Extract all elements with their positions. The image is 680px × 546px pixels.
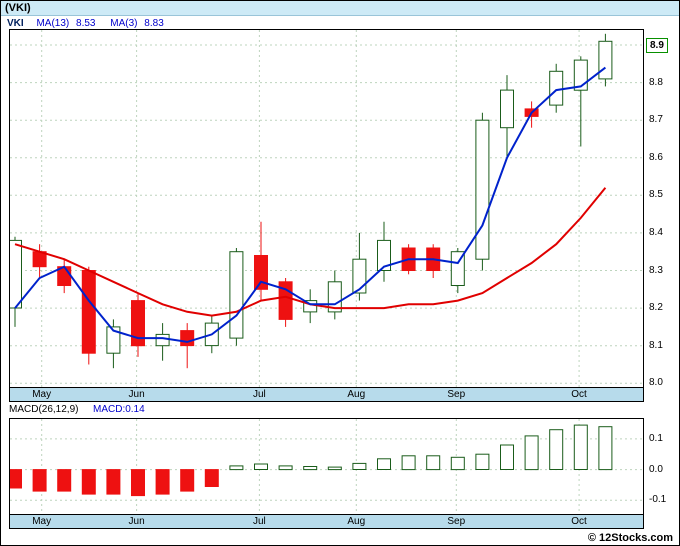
macd-legend: MACD(26,12,9) MACD:0.14: [1, 403, 679, 417]
month-label: Jul: [252, 389, 266, 400]
macd-bar-positive: [229, 465, 244, 471]
macd-bar-positive: [524, 435, 539, 471]
price-tick-label: 8.0: [649, 377, 663, 389]
ma13-label: MA(13): [36, 18, 70, 29]
candle-body-up: [598, 40, 613, 80]
candle-body-down: [131, 300, 145, 347]
price-tick-label: 8.2: [649, 302, 663, 314]
candle-body-up: [475, 119, 490, 260]
ma3-value: 8.83: [144, 18, 164, 29]
candle-body-down: [180, 330, 195, 347]
macd-chart-panel: [9, 418, 644, 515]
candle-body-up: [352, 258, 367, 294]
macd-bar-negative: [81, 469, 96, 495]
macd-bar-positive: [426, 455, 441, 471]
price-tick-label: 8.3: [649, 264, 663, 276]
chart-title: (VKI): [1, 1, 679, 16]
macd-bar-negative: [131, 469, 145, 497]
candle-body-up: [155, 333, 170, 347]
macd-bar-negative: [32, 469, 47, 492]
last-price-tag: 8.9: [646, 38, 668, 54]
month-label: Oct: [571, 516, 587, 527]
price-tick-label: 8.5: [649, 189, 663, 201]
candle-body-down: [81, 270, 96, 354]
candle-body-down: [254, 255, 268, 290]
macd-bar-negative: [57, 469, 72, 492]
macd-params-label: MACD(26,12,9): [9, 404, 79, 415]
macd-bar-positive: [377, 458, 391, 470]
candle-body-up: [549, 70, 564, 106]
ma-line-ma3: [14, 66, 607, 343]
month-label: Jul: [252, 516, 266, 527]
macd-bar-positive: [598, 426, 613, 471]
ma13-value: 8.53: [76, 18, 96, 29]
candle-body-up: [106, 326, 121, 354]
macd-bar-positive: [278, 465, 293, 471]
price-x-axis-months: May Jun Jul Aug Sep Oct: [9, 388, 644, 402]
macd-x-axis-months: May Jun Jul Aug Sep Oct: [9, 515, 644, 529]
macd-bar-positive: [549, 429, 564, 470]
symbol-label: VKI: [7, 18, 24, 29]
candle-body-up: [450, 251, 465, 286]
price-tick-label: 8.4: [649, 226, 663, 238]
ma3-label: MA(3): [110, 18, 138, 29]
candle-body-up: [500, 89, 514, 129]
macd-bar-negative: [106, 469, 121, 495]
month-label: Jun: [128, 389, 145, 400]
macd-tick-label: -0.1: [649, 494, 667, 506]
price-plot-canvas: [10, 30, 643, 387]
macd-bar-positive: [327, 466, 342, 471]
price-chart-panel: [9, 29, 644, 388]
footer-bar: © 12Stocks.com: [1, 530, 679, 545]
price-tick-label: 8.7: [649, 114, 663, 126]
macd-bar-negative: [180, 469, 195, 492]
macd-bar-positive: [352, 462, 367, 471]
macd-bar-negative: [155, 469, 170, 495]
macd-bar-positive: [254, 463, 268, 470]
month-label: Aug: [347, 389, 366, 400]
macd-bar-positive: [401, 455, 416, 471]
month-label: Aug: [347, 516, 366, 527]
candle-body-up: [229, 251, 244, 339]
macd-bar-negative: [10, 469, 22, 489]
price-tick-label: 8.8: [649, 76, 663, 88]
price-legend: VKI MA(13) 8.53 MA(3) 8.83: [7, 18, 176, 30]
macd-plot-canvas: [10, 419, 643, 514]
month-label: Jun: [128, 516, 145, 527]
price-tick-label: 8.6: [649, 151, 663, 163]
month-label: Sep: [447, 389, 466, 400]
month-label: May: [32, 389, 52, 400]
candle-body-up: [10, 239, 22, 309]
macd-bar-positive: [475, 453, 490, 471]
candle-body-up: [377, 239, 391, 271]
macd-bar-positive: [303, 466, 318, 471]
price-tick-label: 8.1: [649, 339, 663, 351]
macd-bar-positive: [450, 456, 465, 471]
macd-tick-label: 0.0: [649, 463, 663, 475]
macd-tick-label: 0.1: [649, 432, 663, 444]
macd-bar-positive: [500, 444, 514, 470]
month-label: May: [32, 516, 52, 527]
month-label: Sep: [447, 516, 466, 527]
site-credit-link[interactable]: © 12Stocks.com: [587, 532, 673, 544]
macd-current-value: MACD:0.14: [93, 404, 145, 415]
month-label: Oct: [571, 389, 587, 400]
macd-bar-negative: [204, 469, 219, 487]
macd-bar-positive: [573, 424, 588, 471]
